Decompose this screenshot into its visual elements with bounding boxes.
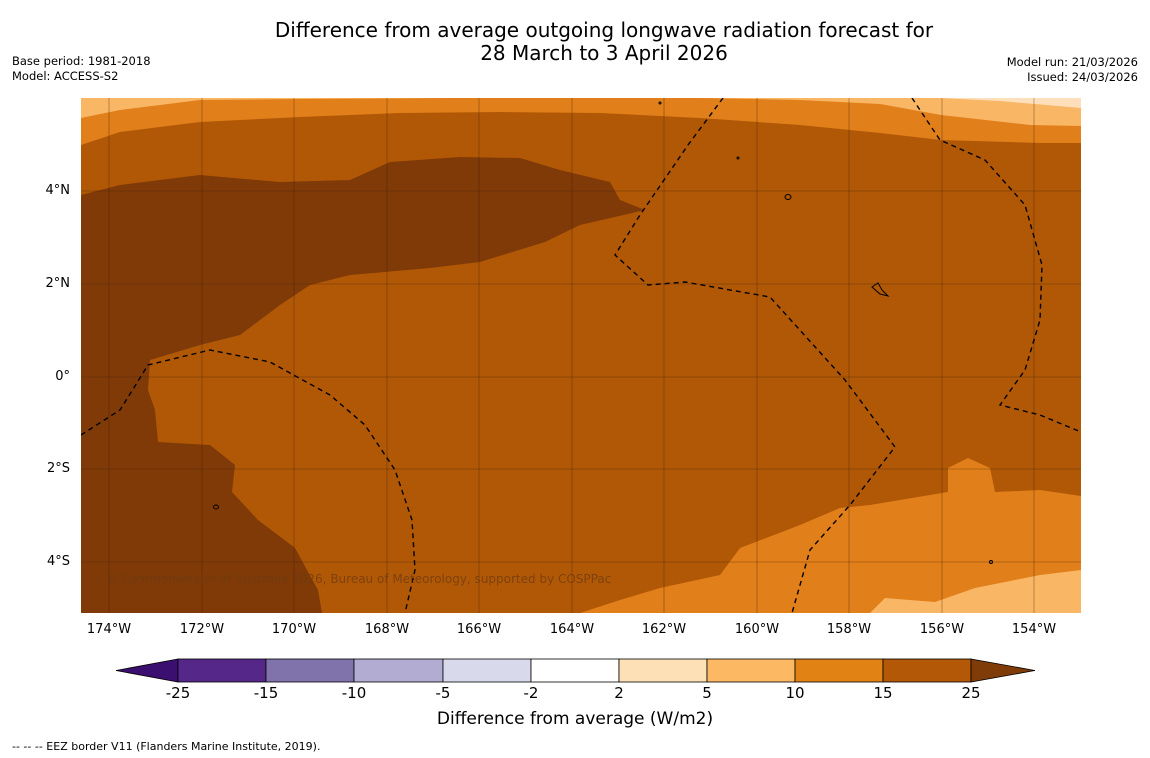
colorbar-tick-label: -2: [523, 684, 539, 702]
meta-right: Model run: 21/03/2026 Issued: 24/03/2026: [1007, 55, 1138, 85]
colorbar-tick-label: -5: [435, 684, 451, 702]
region-5-10-north: [81, 98, 1081, 126]
latitude-label: 4°S: [46, 554, 70, 569]
latitude-label: 4°N: [45, 183, 71, 198]
island-small: [736, 156, 740, 160]
longitude-label: 160°W: [734, 622, 780, 637]
colorbar-tick-label: 15: [873, 684, 893, 702]
model-run: Model run: 21/03/2026: [1006, 55, 1138, 69]
eez-border-east: [911, 98, 1081, 433]
island-north: [658, 101, 662, 105]
colorbar-tick-label: -25: [165, 684, 191, 702]
islands: [213, 101, 993, 564]
longitude-label: 162°W: [641, 622, 687, 637]
issued-date: Issued: 24/03/2026: [1027, 70, 1138, 84]
eez-borders: [81, 98, 1081, 613]
region-over-25: [81, 157, 645, 613]
colorbar-segment: [265, 658, 355, 683]
colorbar-tick-label: 10: [785, 684, 805, 702]
longitude-label: 174°W: [86, 622, 132, 637]
island-west: [213, 504, 219, 510]
island-teraina: [784, 194, 792, 200]
longitude-label: 166°W: [456, 622, 502, 637]
colorbar-tick-label: 25: [961, 684, 981, 702]
latitude-label: 2°S: [46, 461, 70, 476]
eez-border-central: [614, 98, 896, 613]
colorbar-tick-label: -10: [341, 684, 367, 702]
colorbar-label: Difference from average (W/m2): [436, 709, 714, 729]
colorbar-tick-label: 5: [702, 684, 712, 702]
longitude-label: 168°W: [364, 622, 410, 637]
longitude-label: 170°W: [271, 622, 317, 637]
island-kiritimati: [871, 282, 890, 297]
eez-footnote: -- -- -- EEZ border V11 (Flanders Marine…: [12, 740, 321, 753]
colorbar-segment: [530, 658, 620, 683]
graticule: [81, 98, 1081, 613]
colorbar-arrow-low: [115, 658, 179, 683]
latitude-label: 0°: [55, 369, 70, 384]
region-10-15-south: [580, 458, 1081, 613]
longitude-label: 158°W: [826, 622, 872, 637]
region-5-10-south: [870, 570, 1081, 613]
colorbar-segment: [442, 658, 532, 683]
meta-left: Base period: 1981-2018 Model: ACCESS-S2: [12, 54, 151, 84]
longitude-label: 172°W: [179, 622, 225, 637]
map-title: Difference from average outgoing longwav…: [0, 19, 1150, 65]
latitude-label: 2°N: [45, 276, 71, 291]
colorbar: [115, 658, 1036, 683]
colorbar-segment: [177, 658, 267, 683]
copyright-text: © Commonwealth of Australia 2026, Bureau…: [106, 572, 612, 586]
colorbar-segment: [706, 658, 796, 683]
map-area: [81, 98, 1081, 613]
colorbar-segment: [794, 658, 884, 683]
title-line-1: Difference from average outgoing longwav…: [274, 18, 934, 42]
colorbar-arrow-high: [970, 658, 1036, 683]
longitude-label: 156°W: [919, 622, 965, 637]
region-2-5-north: [940, 98, 1081, 108]
island-southeast: [989, 560, 993, 564]
longitude-label: 154°W: [1011, 622, 1057, 637]
region-10-15-north: [81, 98, 1081, 145]
longitude-label: 164°W: [549, 622, 595, 637]
eez-border-kiribati-west: [81, 349, 416, 613]
title-line-2: 28 March to 3 April 2026: [480, 41, 728, 65]
colorbar-tick-label: 2: [614, 684, 624, 702]
colorbar-tick-label: -15: [253, 684, 279, 702]
colorbar-segment: [882, 658, 972, 683]
base-period: Base period: 1981-2018: [12, 54, 151, 68]
colorbar-segment: [618, 658, 708, 683]
colorbar-segment: [353, 658, 444, 683]
model-name: Model: ACCESS-S2: [12, 69, 119, 83]
